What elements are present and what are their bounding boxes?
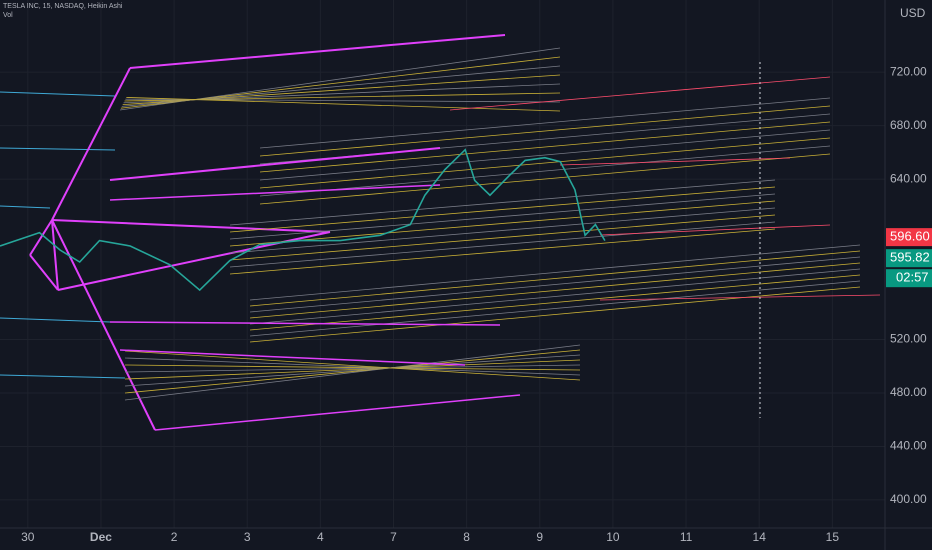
drawing-line: [129, 34, 506, 69]
drawing-line: [124, 359, 581, 380]
x-tick-label: 2: [171, 530, 178, 544]
x-tick-label: 3: [244, 530, 251, 544]
y-tick-label: 480.00: [890, 385, 927, 399]
drawing-line: [0, 374, 126, 379]
x-tick-label: 7: [390, 530, 397, 544]
drawing-line: [229, 228, 776, 275]
drawing-line: [249, 256, 861, 313]
drawing-line: [126, 97, 561, 112]
price-label: 596.60: [890, 229, 930, 244]
countdown: 02:57: [896, 270, 929, 285]
drawing-line: [229, 221, 776, 268]
drawing-line: [249, 268, 861, 325]
y-tick-label: 400.00: [890, 492, 927, 506]
drawing-line: [124, 364, 581, 373]
drawing-line: [229, 214, 776, 261]
drawing-line: [124, 364, 581, 371]
drawing-line: [29, 254, 59, 291]
countdown-box: [886, 269, 932, 288]
drawing-line: [449, 76, 831, 111]
price-label-box: [886, 228, 932, 247]
price-label-box: [886, 249, 932, 268]
drawing-line: [249, 286, 861, 343]
drawing-line: [124, 354, 581, 387]
drawing-line: [154, 394, 521, 431]
x-tick-label: 9: [536, 530, 543, 544]
y-tick-label: 440.00: [890, 439, 927, 453]
price-label: 595.82: [890, 250, 930, 265]
x-tick-label: 14: [753, 530, 767, 544]
y-tick-label: 680.00: [890, 118, 927, 132]
drawing-line: [249, 262, 861, 319]
drawing-line: [259, 153, 831, 205]
drawing-line: [124, 350, 581, 381]
x-tick-label: Dec: [90, 530, 112, 544]
drawing-line: [124, 344, 581, 401]
drawing-line: [229, 179, 776, 226]
y-tick-label: 720.00: [890, 64, 927, 78]
drawings: [0, 34, 881, 431]
drawing-line: [229, 200, 776, 247]
drawing-line: [249, 244, 861, 301]
drawing-line: [51, 219, 59, 291]
x-tick-label: 15: [826, 530, 840, 544]
drawing-line: [51, 67, 131, 221]
drawing-line: [0, 91, 116, 97]
drawing-line: [229, 193, 776, 240]
drawing-line: [109, 147, 441, 181]
drawing-line: [119, 349, 466, 366]
chart-title: TESLA INC, 15, NASDAQ, Heikin Ashi: [3, 3, 123, 10]
volume-label: Vol: [3, 12, 13, 19]
y-tick-label: 640.00: [890, 171, 927, 185]
x-tick-label: 4: [317, 530, 324, 544]
x-tick-label: 8: [463, 530, 470, 544]
y-tick-label: 520.00: [890, 332, 927, 346]
drawing-line: [249, 280, 861, 337]
drawing-line: [124, 357, 581, 376]
x-tick-label: 30: [21, 530, 35, 544]
drawing-line: [259, 121, 831, 173]
drawing-line: [0, 317, 111, 323]
drawing-line: [29, 219, 53, 256]
drawing-line: [109, 184, 441, 201]
drawing-line: [0, 205, 51, 209]
drawing-line: [51, 219, 331, 233]
drawing-line: [249, 250, 861, 307]
drawing-line: [559, 157, 791, 166]
drawing-line: [599, 224, 831, 236]
drawing-line: [259, 145, 831, 197]
drawing-line: [124, 349, 581, 394]
drawing-line: [249, 274, 861, 331]
drawing-line: [109, 321, 501, 326]
axis-unit: USD: [900, 6, 926, 20]
drawing-line: [229, 207, 776, 254]
drawing-line: [259, 105, 831, 157]
drawing-line: [599, 294, 881, 301]
price-line: [0, 148, 606, 292]
drawing-line: [259, 129, 831, 181]
x-tick-label: 11: [680, 530, 693, 544]
drawing-line: [259, 97, 831, 149]
drawing-line: [259, 137, 831, 189]
drawing-line: [229, 186, 776, 233]
drawing-line: [0, 147, 116, 151]
x-tick-label: 10: [606, 530, 620, 544]
